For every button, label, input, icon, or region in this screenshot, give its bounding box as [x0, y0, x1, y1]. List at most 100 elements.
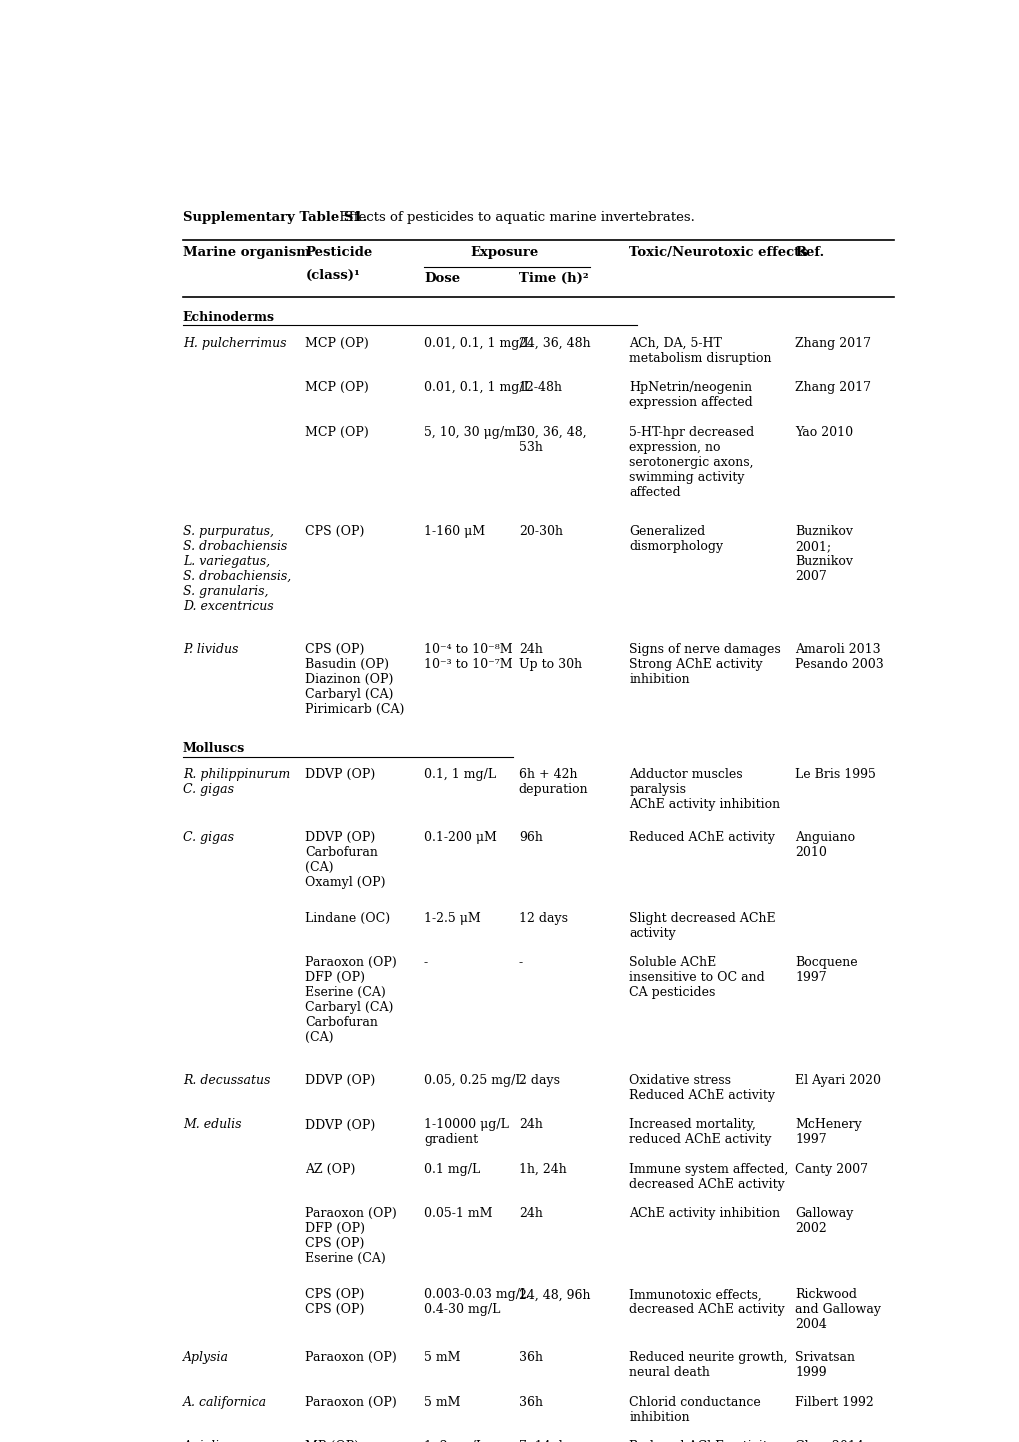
Text: HpNetrin/neogenin
expression affected: HpNetrin/neogenin expression affected	[629, 381, 752, 410]
Text: Galloway
2002: Galloway 2002	[795, 1207, 853, 1236]
Text: Toxic/Neurotoxic effects: Toxic/Neurotoxic effects	[629, 247, 807, 260]
Text: AChE activity inhibition: AChE activity inhibition	[629, 1207, 780, 1220]
Text: 1, 2 mg/L: 1, 2 mg/L	[424, 1441, 484, 1442]
Text: Ref.: Ref.	[795, 247, 824, 260]
Text: 0.1, 1 mg/L: 0.1, 1 mg/L	[424, 769, 495, 782]
Text: Increased mortality,
reduced AChE activity: Increased mortality, reduced AChE activi…	[629, 1119, 771, 1146]
Text: McHenery
1997: McHenery 1997	[795, 1119, 861, 1146]
Text: Zhang 2017: Zhang 2017	[795, 381, 870, 394]
Text: 36h: 36h	[519, 1351, 542, 1364]
Text: DDVP (OP)
Carbofuran
(CA)
Oxamyl (OP): DDVP (OP) Carbofuran (CA) Oxamyl (OP)	[305, 831, 385, 888]
Text: Reduced AChE activity,
increased antioxidant
enzymes activities: Reduced AChE activity, increased antioxi…	[629, 1441, 776, 1442]
Text: 12-48h: 12-48h	[519, 381, 562, 394]
Text: ACh, DA, 5-HT
metabolism disruption: ACh, DA, 5-HT metabolism disruption	[629, 337, 771, 365]
Text: Zhang 2017: Zhang 2017	[795, 337, 870, 350]
Text: Canty 2007: Canty 2007	[795, 1162, 867, 1175]
Text: DDVP (OP): DDVP (OP)	[305, 1074, 375, 1087]
Text: 7, 14 days: 7, 14 days	[519, 1441, 583, 1442]
Text: Immune system affected,
decreased AChE activity: Immune system affected, decreased AChE a…	[629, 1162, 788, 1191]
Text: 24h: 24h	[519, 1207, 542, 1220]
Text: Filbert 1992: Filbert 1992	[795, 1396, 873, 1409]
Text: Amaroli 2013
Pesando 2003: Amaroli 2013 Pesando 2003	[795, 643, 883, 671]
Text: Molluscs: Molluscs	[182, 743, 245, 756]
Text: 5-HT-hpr decreased
expression, no
serotonergic axons,
swimming activity
affected: 5-HT-hpr decreased expression, no seroto…	[629, 425, 754, 499]
Text: DDVP (OP): DDVP (OP)	[305, 769, 375, 782]
Text: 24h: 24h	[519, 1119, 542, 1132]
Text: 5, 10, 30 μg/mL: 5, 10, 30 μg/mL	[424, 425, 524, 438]
Text: 24, 36, 48h: 24, 36, 48h	[519, 337, 590, 350]
Text: 24h
Up to 30h: 24h Up to 30h	[519, 643, 582, 671]
Text: CPS (OP)
Basudin (OP)
Diazinon (OP)
Carbaryl (CA)
Pirimicarb (CA): CPS (OP) Basudin (OP) Diazinon (OP) Carb…	[305, 643, 405, 715]
Text: H. pulcherrimus: H. pulcherrimus	[182, 337, 286, 350]
Text: MCP (OP): MCP (OP)	[305, 381, 369, 394]
Text: P. lividus: P. lividus	[182, 643, 238, 656]
Text: Exposure: Exposure	[471, 247, 539, 260]
Text: Supplementary Table S1.: Supplementary Table S1.	[182, 211, 367, 224]
Text: 20-30h: 20-30h	[519, 525, 562, 538]
Text: Signs of nerve damages
Strong AChE activity
inhibition: Signs of nerve damages Strong AChE activ…	[629, 643, 781, 686]
Text: Effects of pesticides to aquatic marine invertebrates.: Effects of pesticides to aquatic marine …	[334, 211, 694, 224]
Text: R. philippinurum
C. gigas: R. philippinurum C. gigas	[182, 769, 289, 796]
Text: Soluble AChE
insensitive to OC and
CA pesticides: Soluble AChE insensitive to OC and CA pe…	[629, 956, 764, 999]
Text: 0.1 mg/L: 0.1 mg/L	[424, 1162, 480, 1175]
Text: Buznikov
2001;
Buznikov
2007: Buznikov 2001; Buznikov 2007	[795, 525, 853, 583]
Text: 30, 36, 48,
53h: 30, 36, 48, 53h	[519, 425, 586, 454]
Text: 6h + 42h
depuration: 6h + 42h depuration	[519, 769, 588, 796]
Text: Le Bris 1995: Le Bris 1995	[795, 769, 875, 782]
Text: Bocquene
1997: Bocquene 1997	[795, 956, 857, 985]
Text: Paraoxon (OP): Paraoxon (OP)	[305, 1396, 396, 1409]
Text: Paraoxon (OP)
DFP (OP)
Eserine (CA)
Carbaryl (CA)
Carbofuran
(CA): Paraoxon (OP) DFP (OP) Eserine (CA) Carb…	[305, 956, 396, 1044]
Text: El Ayari 2020: El Ayari 2020	[795, 1074, 880, 1087]
Text: 0.003-0.03 mg/L
0.4-30 mg/L: 0.003-0.03 mg/L 0.4-30 mg/L	[424, 1288, 528, 1317]
Text: 0.1-200 μM: 0.1-200 μM	[424, 831, 496, 844]
Text: R. decussatus: R. decussatus	[182, 1074, 270, 1087]
Text: Aplysia: Aplysia	[182, 1351, 228, 1364]
Text: 0.01, 0.1, 1 mg/L: 0.01, 0.1, 1 mg/L	[424, 337, 531, 350]
Text: Dose: Dose	[424, 273, 460, 286]
Text: A. californica: A. californica	[182, 1396, 267, 1409]
Text: 10⁻⁴ to 10⁻⁸M
10⁻³ to 10⁻⁷M: 10⁻⁴ to 10⁻⁸M 10⁻³ to 10⁻⁷M	[424, 643, 513, 671]
Text: 1-2.5 μM: 1-2.5 μM	[424, 911, 480, 924]
Text: 1h, 24h: 1h, 24h	[519, 1162, 566, 1175]
Text: Slight decreased AChE
activity: Slight decreased AChE activity	[629, 911, 775, 940]
Text: MCP (OP): MCP (OP)	[305, 337, 369, 350]
Text: DDVP (OP): DDVP (OP)	[305, 1119, 375, 1132]
Text: AZ (OP): AZ (OP)	[305, 1162, 356, 1175]
Text: 96h: 96h	[519, 831, 542, 844]
Text: (class)¹: (class)¹	[305, 268, 360, 281]
Text: Anguiano
2010: Anguiano 2010	[795, 831, 855, 859]
Text: Chlorid conductance
inhibition: Chlorid conductance inhibition	[629, 1396, 760, 1423]
Text: Lindane (OC): Lindane (OC)	[305, 911, 390, 924]
Text: C. gigas: C. gigas	[182, 831, 233, 844]
Text: Marine organism: Marine organism	[182, 247, 310, 260]
Text: 0.05, 0.25 mg/L: 0.05, 0.25 mg/L	[424, 1074, 523, 1087]
Text: 5 mM: 5 mM	[424, 1396, 460, 1409]
Text: CPS (OP)
CPS (OP): CPS (OP) CPS (OP)	[305, 1288, 365, 1317]
Text: MP (OP): MP (OP)	[305, 1441, 359, 1442]
Text: 2 days: 2 days	[519, 1074, 559, 1087]
Text: 24, 48, 96h: 24, 48, 96h	[519, 1288, 590, 1301]
Text: Paraoxon (OP)
DFP (OP)
CPS (OP)
Eserine (CA): Paraoxon (OP) DFP (OP) CPS (OP) Eserine …	[305, 1207, 396, 1265]
Text: Paraoxon (OP): Paraoxon (OP)	[305, 1351, 396, 1364]
Text: 0.01, 0.1, 1 mg/L: 0.01, 0.1, 1 mg/L	[424, 381, 531, 394]
Text: Adductor muscles
paralysis
AChE activity inhibition: Adductor muscles paralysis AChE activity…	[629, 769, 780, 812]
Text: 0.05-1 mM: 0.05-1 mM	[424, 1207, 492, 1220]
Text: Immunotoxic effects,
decreased AChE activity: Immunotoxic effects, decreased AChE acti…	[629, 1288, 785, 1317]
Text: M. edulis: M. edulis	[182, 1119, 242, 1132]
Text: Pesticide: Pesticide	[305, 247, 372, 260]
Text: 36h: 36h	[519, 1396, 542, 1409]
Text: Yao 2010: Yao 2010	[795, 425, 853, 438]
Text: Rickwood
and Galloway
2004: Rickwood and Galloway 2004	[795, 1288, 880, 1331]
Text: 5 mM: 5 mM	[424, 1351, 460, 1364]
Text: Chen 2014: Chen 2014	[795, 1441, 863, 1442]
Text: 1-10000 μg/L
gradient: 1-10000 μg/L gradient	[424, 1119, 508, 1146]
Text: S. purpuratus,
S. drobachiensis
L. variegatus,
S. drobachiensis,
S. granularis,
: S. purpuratus, S. drobachiensis L. varie…	[182, 525, 290, 613]
Text: Reduced neurite growth,
neural death: Reduced neurite growth, neural death	[629, 1351, 788, 1379]
Text: Reduced AChE activity: Reduced AChE activity	[629, 831, 774, 844]
Text: Time (h)²: Time (h)²	[519, 273, 588, 286]
Text: Generalized
dismorphology: Generalized dismorphology	[629, 525, 722, 554]
Text: Echinoderms: Echinoderms	[182, 310, 274, 323]
Text: CPS (OP): CPS (OP)	[305, 525, 365, 538]
Text: 12 days: 12 days	[519, 911, 568, 924]
Text: MCP (OP): MCP (OP)	[305, 425, 369, 438]
